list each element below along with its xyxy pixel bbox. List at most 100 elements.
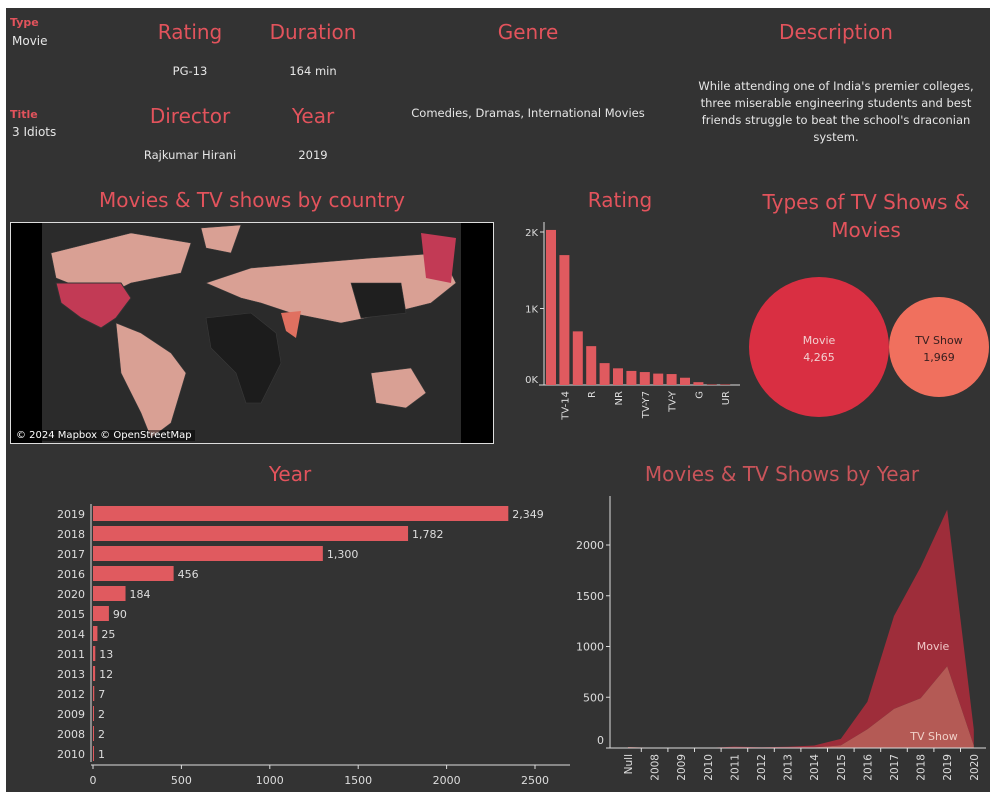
year-value: 2019 (298, 148, 328, 162)
x-tick-label: TV-Y7 (641, 391, 652, 419)
director-header: Director (149, 104, 231, 128)
australia (370, 367, 427, 409)
year-bar-2014[interactable] (93, 626, 98, 641)
rating-bar-NR[interactable] (613, 368, 623, 385)
india (281, 311, 301, 338)
rating-bar-G[interactable] (693, 382, 704, 385)
x-tick-label: 2018 (916, 754, 928, 781)
year-bar-2008[interactable] (93, 726, 94, 741)
map-attribution[interactable]: © 2024 Mapbox © OpenStreetMap (13, 430, 195, 441)
types-title-line1: Types of TV Shows & (762, 190, 970, 214)
year-label: 2015 (57, 608, 85, 621)
country-map[interactable]: © 2024 Mapbox © OpenStreetMap (10, 222, 494, 444)
x-tick-label: 2012 (756, 754, 768, 781)
x-tick-label: 2015 (836, 754, 848, 781)
x-tick-label: 2020 (969, 754, 981, 781)
rating-bar-TV-14[interactable] (559, 255, 570, 385)
x-tick-label: 0 (90, 774, 97, 787)
year-bar-2016[interactable] (93, 566, 174, 581)
rating-bar-TV-Y7[interactable] (639, 372, 650, 385)
rating-bar-NC-17[interactable] (706, 384, 717, 385)
x-tick-label: NR (614, 391, 625, 405)
x-tick-label: 2019 (942, 754, 954, 781)
duration-header: Duration (269, 20, 357, 44)
greenland (200, 224, 242, 254)
rating-bar-PG[interactable] (626, 370, 637, 385)
year-value-label: 25 (101, 628, 115, 641)
year-bar-2010[interactable] (93, 746, 94, 761)
year-label: 2016 (57, 568, 85, 581)
alaska (421, 233, 456, 283)
x-tick-label: TV-14 (560, 391, 571, 421)
year-bar-2015[interactable] (93, 606, 109, 621)
year-bar-2017[interactable] (93, 546, 323, 561)
tv-show-bubble-count: 1,969 (923, 351, 955, 364)
y-tick-label: 1K (525, 305, 538, 316)
rating-bar-TV-MA[interactable] (546, 229, 556, 385)
year-bar-2020[interactable] (93, 586, 126, 601)
x-tick-label: 2500 (521, 774, 549, 787)
year-bar-2011[interactable] (93, 646, 96, 661)
rating-bar-UR[interactable] (720, 384, 731, 385)
genre-value: Comedies, Dramas, International Movies (411, 106, 645, 120)
description-header: Description (779, 20, 893, 44)
tv-show-area (628, 666, 974, 748)
title-label: Title (10, 108, 38, 121)
area-chart-title: Movies & TV Shows by Year (644, 462, 920, 486)
x-tick-label: Null (623, 754, 635, 774)
x-tick-label: 2008 (650, 754, 662, 781)
y-tick-label: 2K (525, 228, 538, 239)
genre-header: Genre (497, 20, 559, 44)
x-tick-label: 2014 (809, 754, 821, 781)
tv-show-bubble[interactable] (889, 297, 989, 397)
year-bar-2018[interactable] (93, 526, 409, 541)
china (350, 282, 407, 319)
type-label: Type (10, 16, 39, 29)
x-tick-label: 1500 (344, 774, 372, 787)
x-tick-label: 2013 (783, 754, 795, 781)
africa (205, 312, 282, 404)
rating-bar-TV-PG[interactable] (572, 331, 583, 385)
duration-value: 164 min (289, 64, 337, 78)
year-bar-2019[interactable] (93, 506, 509, 521)
types-title-line2: Movies (831, 218, 901, 242)
movie-bubble-count: 4,265 (803, 351, 835, 364)
rating-bar-R[interactable] (586, 346, 597, 385)
rating-bar-PG-13[interactable] (599, 363, 610, 385)
year-label: 2019 (57, 508, 85, 521)
year-label: 2012 (57, 688, 85, 701)
x-tick-label: 2010 (703, 754, 715, 781)
year-bar-2012[interactable] (93, 686, 95, 701)
types-bubble-chart: Movie 4,265 TV Show 1,969 (749, 277, 989, 417)
year-value-label: 12 (99, 668, 113, 681)
movie-bubble[interactable] (749, 277, 889, 417)
movie-bubble-label: Movie (803, 334, 836, 347)
tv-show-series-label: TV Show (909, 730, 957, 743)
year-bar-2009[interactable] (93, 706, 94, 721)
x-tick-label: 2011 (729, 754, 741, 781)
year-value-label: 1,782 (412, 528, 444, 541)
year-label: 2020 (57, 588, 85, 601)
year-label: 2010 (57, 748, 85, 761)
year-value-label: 2 (98, 708, 105, 721)
rating-bar-TV-G[interactable] (653, 373, 664, 385)
x-tick-label: G (694, 391, 705, 399)
tv-show-bubble-label: TV Show (914, 334, 962, 347)
year-value-label: 13 (99, 648, 113, 661)
types-title: Types of TV Shows & Movies (763, 188, 970, 244)
y-tick-label: 1000 (576, 641, 604, 654)
year-label: 2013 (57, 668, 85, 681)
year-chart-title: Year (268, 462, 312, 486)
rating-value: PG-13 (172, 64, 208, 78)
year-label: 2008 (57, 728, 85, 741)
year-bar-2013[interactable] (93, 666, 96, 681)
rating-bar-TV-Y[interactable] (666, 374, 677, 385)
x-tick-label: UR (721, 391, 732, 405)
dashboard: Type Movie Title 3 Idiots Rating PG-13 D… (6, 8, 990, 792)
rating-bar-TV-Y7-FV[interactable] (680, 377, 690, 385)
y-tick-label: 1500 (576, 590, 604, 603)
movie-area (628, 509, 974, 748)
rating-chart-title: Rating (587, 188, 653, 212)
y-tick-label: 2000 (576, 539, 604, 552)
map-title: Movies & TV shows by country (98, 188, 406, 212)
